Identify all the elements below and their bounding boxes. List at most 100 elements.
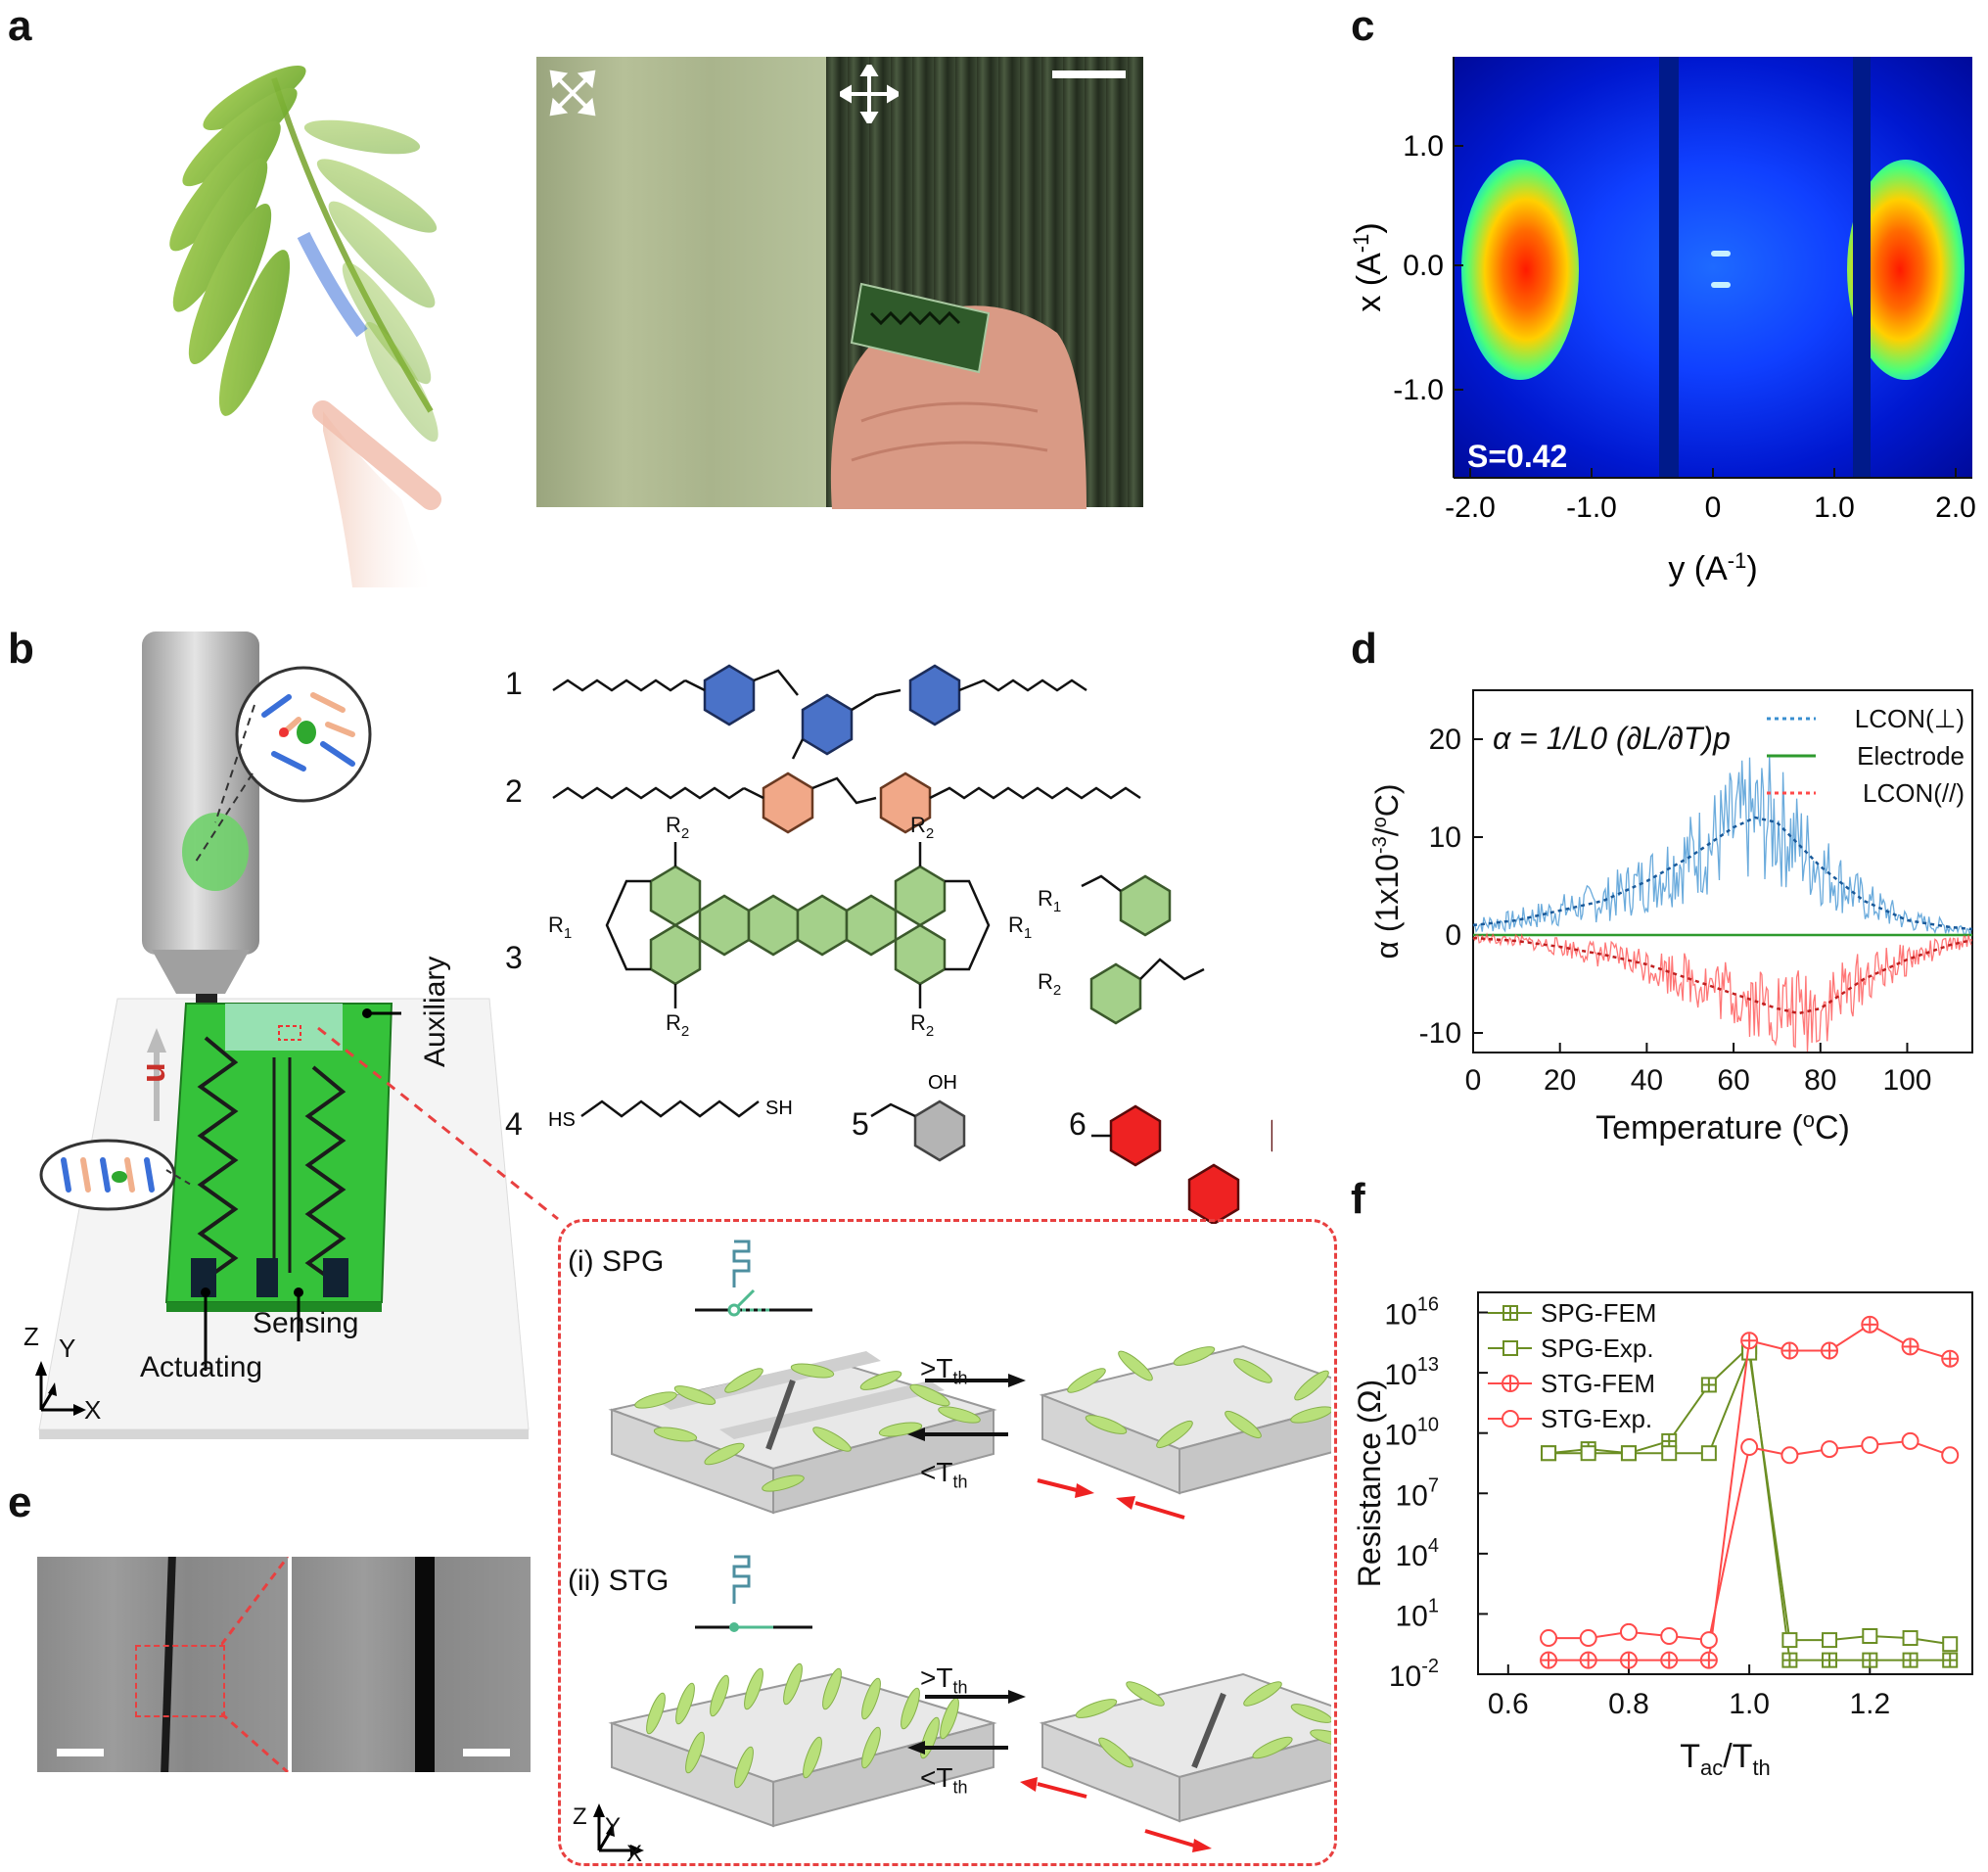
d-xlabel: Temperature (oC): [1595, 1107, 1850, 1147]
c-ylabel: x (A-1): [1351, 222, 1388, 311]
d-xtick-label-3: 60: [1717, 1064, 1749, 1097]
photo-left-half: [536, 57, 826, 507]
d-series-line-2: [1472, 936, 1973, 1015]
f-point-1-6: [1781, 1632, 1798, 1649]
sensing-electrode-label: Sensing: [253, 1307, 359, 1339]
f-point-0-4: [1700, 1377, 1717, 1393]
crossed-polarizer-icon: [549, 70, 596, 117]
beam-stop-spot-2: [1711, 282, 1731, 288]
d-ytick-label-3: 20: [1429, 724, 1461, 756]
f-legend-label-0: SPG-FEM: [1541, 1298, 1656, 1328]
f-point-1-7: [1822, 1632, 1838, 1649]
panel-letter-d: d: [1351, 625, 1377, 673]
d-legend-label-1: Electrode: [1857, 741, 1965, 771]
spg-cool-arrow-label: <Tth: [920, 1457, 968, 1492]
f-ytick-label-1: 1013: [1384, 1354, 1439, 1391]
parallel-polarizer-icon: [840, 65, 899, 123]
stg-axis-x: X: [626, 1841, 643, 1867]
spg-label: (i) SPG: [568, 1245, 665, 1278]
f-point-2-6: [1780, 1341, 1799, 1360]
panel-letter-a: a: [8, 2, 32, 50]
f-xtick-label-0: 0.6: [1488, 1688, 1529, 1720]
r1-ring: [1119, 874, 1172, 937]
b-axis-y: Y: [59, 1334, 76, 1363]
f-point-2-1: [1579, 1651, 1597, 1669]
c-xtick-4: 1.0: [1814, 491, 1855, 524]
f-point-2-3: [1660, 1651, 1679, 1669]
f-point-1-4: [1700, 1445, 1717, 1462]
scale-bar-e-right: [463, 1749, 510, 1756]
stg-switch-icon: [732, 1555, 751, 1604]
c3-r2-bottom-right: R2: [910, 1010, 934, 1040]
f-legend-label-2: STG-FEM: [1541, 1369, 1655, 1398]
resistance-chart: 0.6 0.8 1.0 1.2 1016 1013 1010 107 104 101 10-2 SPG…: [1352, 1291, 1973, 1780]
r1-definition-label: R1: [1038, 886, 1061, 915]
order-parameter-label: S=0.42: [1467, 439, 1568, 474]
svg-text:HS: HS: [548, 1109, 576, 1131]
svg-text:OH: OH: [928, 1072, 957, 1094]
f-point-1-2: [1620, 1445, 1637, 1462]
f-point-0-6: [1781, 1652, 1798, 1668]
compound-3-structure: [649, 865, 947, 986]
stg-axis-y: Y: [605, 1813, 622, 1840]
panel-letter-c: c: [1351, 2, 1375, 50]
printing-schematic: [35, 632, 530, 1439]
f-ytick-label-6: 10-2: [1389, 1656, 1439, 1693]
finger-with-device: [830, 282, 1086, 509]
f-point-3-6: [1780, 1446, 1799, 1465]
f-point-3-7: [1821, 1440, 1839, 1459]
zoom-guide-lines: [317, 1026, 559, 1221]
detector-gap-left: [1659, 57, 1679, 478]
stg-axis-z: Z: [573, 1803, 587, 1830]
f-legend-label-3: STG-Exp.: [1541, 1404, 1652, 1433]
f-legend-label-1: SPG-Exp.: [1541, 1334, 1654, 1363]
f-point-1-10: [1942, 1636, 1959, 1653]
f-point-3-2: [1619, 1622, 1638, 1641]
compound-6-number: 6: [1069, 1106, 1086, 1142]
f-point-3-1: [1579, 1629, 1597, 1648]
c3-r2-bottom-left: R2: [666, 1010, 689, 1040]
detector-gap-right: [1853, 57, 1871, 478]
stg-cool-arrow-label: <Tth: [920, 1762, 968, 1798]
compound-3-number: 3: [505, 940, 523, 975]
b-axis-z: Z: [23, 1322, 39, 1351]
waxs-arc-left: [1461, 160, 1579, 380]
sem-image-high-mag: [292, 1557, 531, 1772]
d-ylabel: α (1x10-3/oC): [1369, 783, 1405, 959]
print-direction-label: u: [135, 1062, 172, 1083]
d-xtick-label-4: 80: [1804, 1064, 1836, 1097]
r2-definition-label: R2: [1038, 969, 1061, 999]
d-xtick-label-1: 20: [1544, 1064, 1576, 1097]
f-ytick-label-5: 101: [1396, 1595, 1440, 1632]
panel-letter-e: e: [8, 1478, 32, 1526]
c-ytick-2: 0.0: [1403, 250, 1444, 282]
f-legend-swatch-1: [1488, 1340, 1532, 1356]
f-xlabel: Tac/Tth: [1680, 1738, 1771, 1780]
f-ytick-label-4: 104: [1396, 1535, 1440, 1572]
chemical-structures: R2 R2 R2 R2 R1 R1 R1 R2 HS SH OH: [548, 664, 1272, 1224]
c3-r2-top-left: R2: [666, 813, 689, 842]
f-xtick-label-1: 0.8: [1608, 1688, 1649, 1720]
c-xtick-1: -2.0: [1445, 491, 1496, 524]
f-point-1-9: [1902, 1630, 1919, 1647]
compound-5-structure: OH: [870, 1072, 966, 1162]
f-xtick-label-2: 1.0: [1729, 1688, 1770, 1720]
svg-text:SH: SH: [765, 1098, 793, 1119]
f-point-0-10: [1942, 1652, 1959, 1668]
d-xtick-label-2: 40: [1631, 1064, 1663, 1097]
f-point-3-5: [1740, 1438, 1759, 1457]
compound-6-structure: [1091, 1104, 1272, 1224]
f-point-2-4: [1699, 1651, 1718, 1669]
f-point-0-9: [1902, 1652, 1919, 1668]
f-xtick-label-3: 1.2: [1849, 1688, 1890, 1720]
spg-state-above-threshold: [1039, 1344, 1331, 1495]
panel-letter-b: b: [8, 625, 34, 673]
compound-1-structure: [552, 664, 1087, 760]
b-axis-x: X: [84, 1395, 102, 1425]
d-series-line-0: [1472, 816, 1973, 931]
beam-stop-spot-1: [1711, 251, 1731, 257]
stg-heat-arrow-label: >Tth: [920, 1662, 968, 1698]
f-plot-frame: [1477, 1291, 1973, 1675]
spg-state-below-threshold: [608, 1351, 997, 1515]
